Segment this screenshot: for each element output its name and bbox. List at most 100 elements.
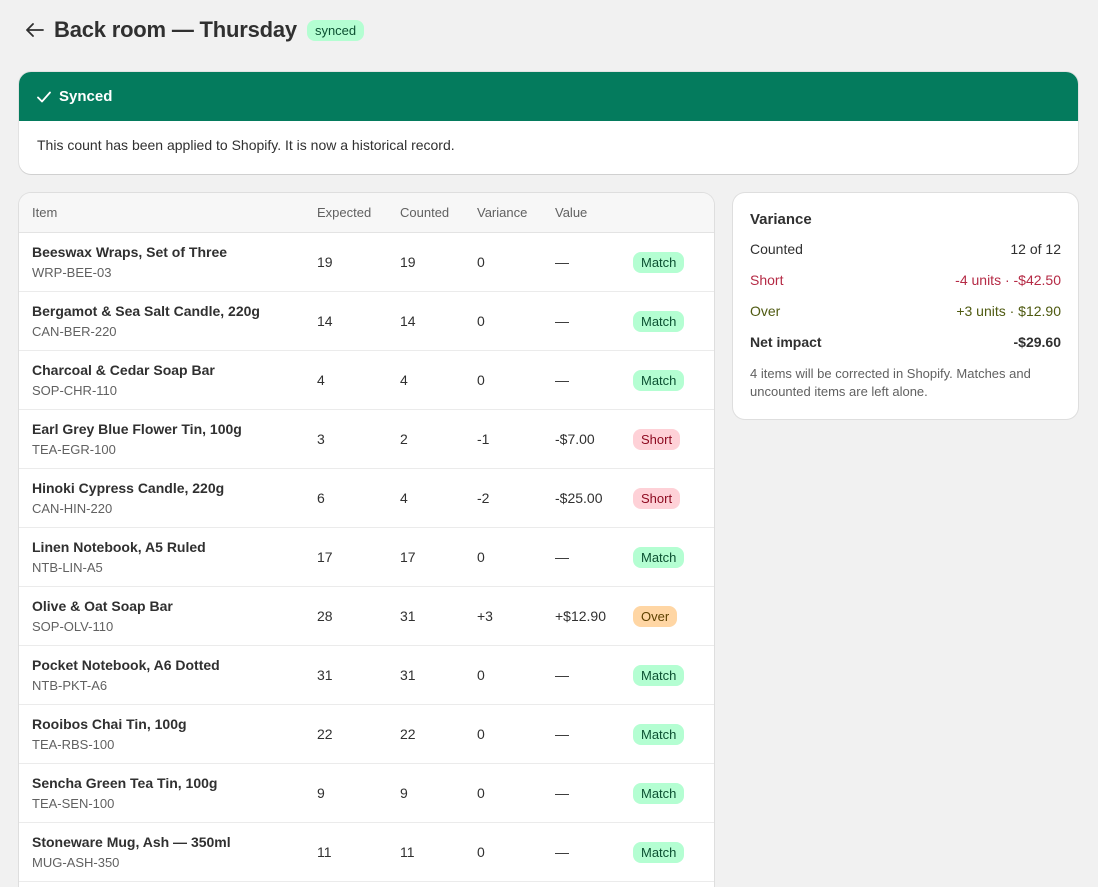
net-impact-label: Net impact [750, 334, 822, 350]
value-cell: — [555, 844, 569, 860]
count-table: Item Expected Counted Variance Value Bee… [19, 193, 714, 887]
item-name: Beeswax Wraps, Set of Three [32, 244, 228, 260]
table-body: Beeswax Wraps, Set of Three WRP-BEE-03 19 1… [19, 233, 714, 882]
status-cell: Match [633, 252, 685, 273]
expected-cell: 6 [317, 490, 325, 506]
table-row[interactable]: Beeswax Wraps, Set of Three WRP-BEE-03 19 1… [19, 233, 714, 292]
variance-cell: -2 [477, 490, 490, 506]
status-badge: Match [633, 547, 685, 568]
item-cell: Hinoki Cypress Candle, 220g CAN-HIN-220 [32, 479, 224, 517]
item-sku: CAN-HIN-220 [32, 501, 113, 516]
item-name: Bergamot & Sea Salt Candle, 220g [32, 303, 260, 319]
column-header-item: Item [32, 205, 58, 220]
status-badge: Match [633, 665, 685, 686]
expected-cell: 4 [317, 372, 325, 388]
table-row[interactable]: Olive & Oat Soap Bar SOP-OLV-110 28 31 +3 +$1… [19, 587, 714, 646]
variance-cell: 0 [477, 254, 485, 270]
item-name: Linen Notebook, A5 Ruled [32, 539, 206, 555]
variance-cell: 0 [477, 726, 485, 742]
short-value: -4 units · -$42.50 [955, 272, 1061, 288]
item-sku: SOP-OLV-110 [32, 619, 114, 634]
value-cell: — [555, 785, 569, 801]
counted-label: Counted [750, 241, 803, 257]
table-row[interactable]: Charcoal & Cedar Soap Bar SOP-CHR-110 4 4 0 —… [19, 351, 714, 410]
counted-cell: 22 [400, 726, 416, 742]
status-cell: Match [633, 665, 685, 686]
value-cell: — [555, 549, 569, 565]
status-badge: Match [633, 311, 685, 332]
status-cell: Match [633, 783, 685, 804]
column-header-counted: Counted [400, 205, 450, 220]
expected-cell: 3 [317, 431, 325, 447]
variance-counted-row: Counted 12 of 12 [750, 241, 1061, 272]
expected-cell: 17 [317, 549, 333, 565]
status-cell: Match [633, 547, 685, 568]
counted-cell: 17 [400, 549, 416, 565]
table-row[interactable]: Pocket Notebook, A6 Dotted NTB-PKT-A6 31 31… [19, 646, 714, 705]
counted-cell: 2 [400, 431, 408, 447]
item-cell: Earl Grey Blue Flower Tin, 100g TEA-EGR-1… [32, 420, 242, 458]
expected-cell: 28 [317, 608, 333, 624]
table-row[interactable]: Sencha Green Tea Tin, 100g TEA-SEN-100 9 9 0… [19, 764, 714, 823]
checkmark-icon [37, 91, 51, 103]
short-label: Short [750, 272, 784, 288]
banner-header: Synced [19, 72, 1078, 121]
item-cell: Charcoal & Cedar Soap Bar SOP-CHR-110 [32, 361, 215, 399]
variance-cell: 0 [477, 372, 485, 388]
over-label: Over [750, 303, 781, 319]
variance-cell: 0 [477, 785, 485, 801]
item-sku: WRP-BEE-03 [32, 265, 112, 280]
status-cell: Short [633, 488, 681, 509]
item-cell: Rooibos Chai Tin, 100g TEA-RBS-100 [32, 715, 187, 753]
status-badge: Match [633, 370, 685, 391]
status-cell: Match [633, 724, 685, 745]
status-badge: Short [633, 488, 681, 509]
status-cell: Match [633, 842, 685, 863]
variance-cell: 0 [477, 549, 485, 565]
value-cell: — [555, 254, 569, 270]
table-row[interactable]: Bergamot & Sea Salt Candle, 220g CAN-BER-… [19, 292, 714, 351]
item-name: Stoneware Mug, Ash — 350ml [32, 834, 231, 850]
column-header-value: Value [555, 205, 588, 220]
table-header: Item Expected Counted Variance Value [19, 193, 714, 233]
item-cell: Bergamot & Sea Salt Candle, 220g CAN-BER-… [32, 302, 260, 340]
page-header: Back room — Thursday synced [24, 14, 365, 46]
back-arrow-icon[interactable] [24, 19, 46, 41]
status-badge: synced [306, 19, 365, 41]
variance-cell: -1 [477, 431, 490, 447]
item-sku: NTB-PKT-A6 [32, 678, 108, 693]
banner-message: This count has been applied to Shopify. … [37, 137, 455, 153]
variance-summary-card: Variance Counted 12 of 12 Short -4 units… [733, 193, 1078, 419]
column-header-expected: Expected [317, 205, 372, 220]
synced-banner: Synced This count has been applied to Sh… [19, 72, 1078, 174]
page-title: Back room — Thursday [54, 17, 297, 42]
status-cell: Over [633, 606, 678, 627]
item-sku: NTB-LIN-A5 [32, 560, 103, 575]
variance-cell: 0 [477, 313, 485, 329]
value-cell: — [555, 372, 569, 388]
item-cell: Olive & Oat Soap Bar SOP-OLV-110 [32, 597, 173, 635]
value-cell: -$25.00 [555, 490, 603, 506]
item-name: Pocket Notebook, A6 Dotted [32, 657, 220, 673]
table-row[interactable]: Stoneware Mug, Ash — 350ml MUG-ASH-350 11 1… [19, 823, 714, 882]
value-cell: — [555, 667, 569, 683]
table-row[interactable]: Hinoki Cypress Candle, 220g CAN-HIN-220 6 4… [19, 469, 714, 528]
counted-cell: 31 [400, 608, 416, 624]
value-cell: — [555, 726, 569, 742]
counted-cell: 4 [400, 372, 408, 388]
item-sku: SOP-CHR-110 [32, 383, 118, 398]
variance-note: 4 items will be corrected in Shopify. Ma… [750, 366, 1031, 399]
counted-value: 12 of 12 [1010, 241, 1061, 257]
table-row[interactable]: Linen Notebook, A5 Ruled NTB-LIN-A5 17 17 0 —… [19, 528, 714, 587]
status-cell: Short [633, 429, 681, 450]
item-name: Olive & Oat Soap Bar [32, 598, 173, 614]
table-row[interactable]: Rooibos Chai Tin, 100g TEA-RBS-100 22 22 0 — M… [19, 705, 714, 764]
status-badge: Match [633, 842, 685, 863]
value-cell: — [555, 313, 569, 329]
counted-cell: 4 [400, 490, 408, 506]
item-name: Sencha Green Tea Tin, 100g [32, 775, 218, 791]
counted-cell: 31 [400, 667, 416, 683]
table-row[interactable]: Earl Grey Blue Flower Tin, 100g TEA-EGR-1… [19, 410, 714, 469]
status-badge: Over [633, 606, 678, 627]
